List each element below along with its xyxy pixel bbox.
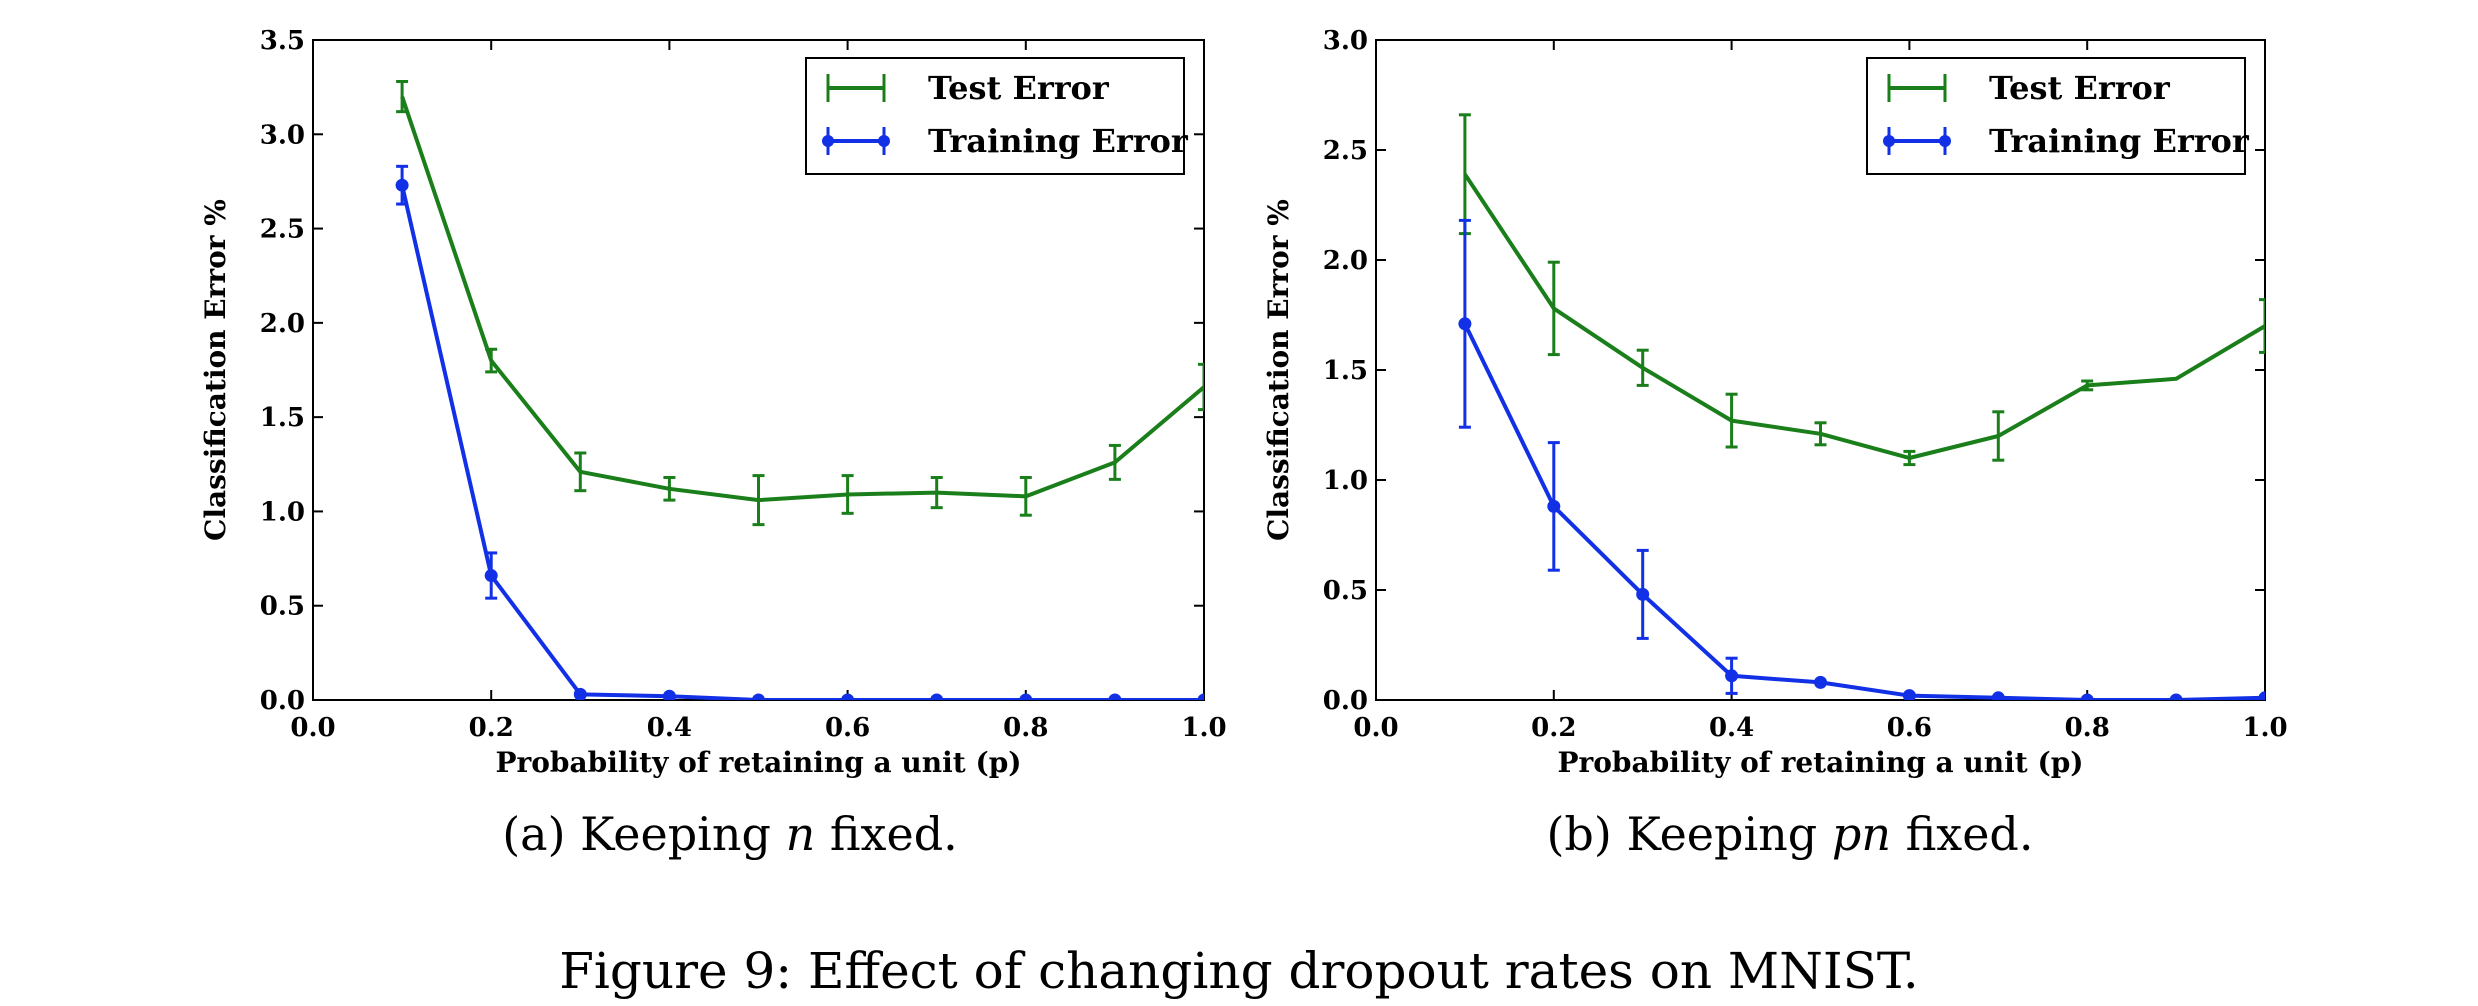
subfigure-caption: (a) Keeping n fixed. — [502, 807, 958, 861]
y-tick-label: 3.5 — [260, 26, 305, 56]
data-point — [841, 693, 855, 700]
x-tick-label: 0.6 — [1887, 713, 1932, 743]
data-point — [1814, 675, 1827, 689]
data-point — [752, 693, 765, 700]
y-tick-label: 3.0 — [1323, 26, 1368, 56]
series-line — [1463, 322, 2265, 700]
y-tick-label: 1.0 — [260, 497, 305, 527]
series-test-error — [396, 79, 1204, 527]
caption-suffix: fixed. — [1891, 807, 2034, 861]
y-axis-label: Classification Error % — [1262, 199, 1295, 541]
y-tick-label: 1.5 — [1323, 356, 1368, 386]
series-test-error — [1458, 113, 2265, 467]
legend-label: Test Error — [928, 69, 1110, 107]
y-tick-label: 2.0 — [260, 309, 305, 339]
plot-area — [395, 79, 1204, 700]
y-tick-label: 2.5 — [260, 215, 305, 245]
series-line — [1463, 173, 2265, 460]
data-point — [1991, 691, 2005, 700]
data-point — [1725, 669, 1739, 683]
legend-marker — [878, 135, 890, 147]
x-axis-label: Probability of retaining a unit (p) — [495, 746, 1021, 779]
data-point — [1019, 693, 1033, 700]
data-point — [1458, 317, 1472, 331]
chart-panel-b: 0.0 0.2 0.4 0.6 0.8 1.0 0.0 0.5 1.0 1.5 2.0 2.5 3.0 P… — [1262, 26, 2288, 861]
legend-marker — [822, 135, 834, 147]
caption-variable: n — [786, 807, 816, 861]
legend-box — [1866, 57, 2246, 175]
data-point — [1197, 693, 1204, 700]
data-point — [1902, 689, 1916, 700]
x-axis-label: Probability of retaining a unit (p) — [1557, 746, 2083, 779]
legend-entry: Test Error — [826, 69, 1110, 107]
caption-variable: pn — [1832, 807, 1891, 861]
data-point — [2258, 691, 2265, 700]
x-tick-label: 0.4 — [647, 713, 692, 743]
legend-label: Training Error — [1989, 122, 2250, 160]
series-line — [400, 184, 1204, 700]
y-tick-label: 0.0 — [1323, 686, 1368, 716]
data-point — [662, 689, 676, 700]
chart-panel-a: 0.0 0.2 0.4 0.6 0.8 1.0 0.0 0.5 1.0 1.5 2.0 2.5 3.0 3… — [199, 26, 1227, 861]
y-tick-label: 3.0 — [260, 120, 305, 150]
y-tick-label: 2.5 — [1323, 136, 1368, 166]
x-tick-label: 1.0 — [2242, 713, 2287, 743]
legend: Test Error Training Error — [1866, 57, 2250, 175]
legend-label: Test Error — [1989, 69, 2171, 107]
y-axis-label: Classification Error % — [199, 199, 232, 541]
data-point — [1108, 693, 1122, 700]
legend-entry: Training Error — [1883, 122, 2250, 160]
y-tick-label: 0.0 — [260, 686, 305, 716]
x-tick-label: 0.8 — [1003, 713, 1048, 743]
figure-caption: Figure 9: Effect of changing dropout rat… — [559, 942, 1919, 1000]
caption-prefix: (a) Keeping — [502, 807, 785, 861]
series-training-error — [395, 164, 1204, 700]
caption-prefix: (b) Keeping — [1546, 807, 1831, 861]
data-point — [1636, 587, 1650, 601]
x-tick-label: 0.2 — [469, 713, 514, 743]
y-tick-label: 2.0 — [1323, 246, 1368, 276]
legend-label: Training Error — [928, 122, 1189, 160]
x-tick-label: 0.8 — [2065, 713, 2110, 743]
legend-marker — [1883, 135, 1895, 147]
y-tick-label: 0.5 — [260, 592, 305, 622]
chart-panels: 0.0 0.2 0.4 0.6 0.8 1.0 0.0 0.5 1.0 1.5 2.0 2.5 3.0 3… — [199, 26, 2288, 861]
x-tick-label: 0.2 — [1531, 713, 1576, 743]
subfigure-caption: (b) Keeping pn fixed. — [1546, 807, 2033, 861]
y-tick-label: 1.0 — [1323, 466, 1368, 496]
data-point — [484, 569, 498, 583]
x-tick-label: 0.4 — [1709, 713, 1754, 743]
x-tick-label: 0.0 — [1353, 713, 1398, 743]
data-point — [2080, 693, 2094, 700]
series-line — [400, 95, 1204, 503]
caption-suffix: fixed. — [815, 807, 958, 861]
x-tick-label: 1.0 — [1181, 713, 1226, 743]
legend-entry: Test Error — [1887, 69, 2171, 107]
legend-marker — [1939, 135, 1951, 147]
data-point — [2169, 693, 2183, 700]
plot-area — [1458, 113, 2265, 700]
data-point — [930, 693, 944, 700]
x-tick-label: 0.6 — [825, 713, 870, 743]
data-point — [1547, 499, 1561, 513]
legend-box — [805, 57, 1185, 175]
data-point — [395, 178, 409, 192]
y-tick-label: 0.5 — [1323, 576, 1368, 606]
legend: Test Error Training Error — [805, 57, 1189, 175]
y-tick-label: 1.5 — [260, 403, 305, 433]
x-tick-label: 0.0 — [290, 713, 335, 743]
legend-entry: Training Error — [822, 122, 1189, 160]
series-training-error — [1458, 218, 2265, 700]
data-point — [573, 687, 587, 700]
